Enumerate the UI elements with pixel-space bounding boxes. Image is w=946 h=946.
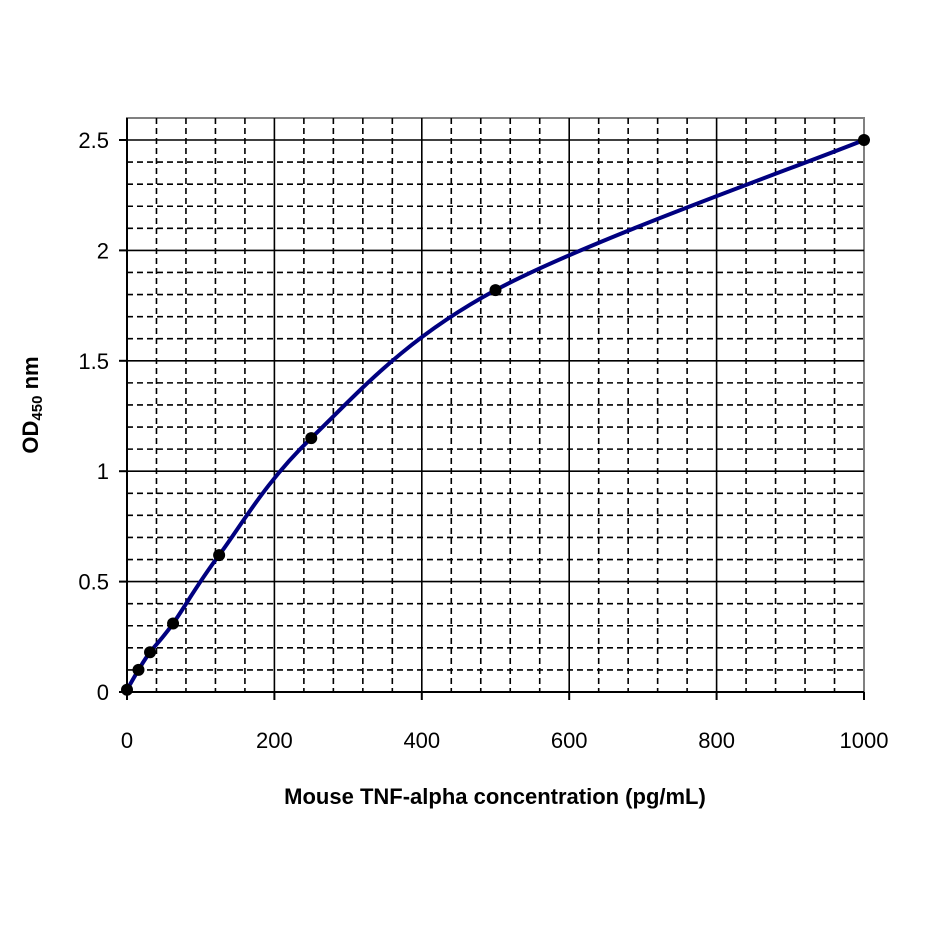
y-axis-title-suffix: nm	[18, 356, 43, 395]
axis-ticks	[119, 139, 865, 700]
series-line	[125, 138, 865, 691]
y-axis-title-main: OD	[18, 421, 43, 454]
data-point-marker	[858, 134, 870, 146]
major-gridlines	[127, 118, 864, 692]
x-tick-label: 600	[551, 728, 588, 753]
y-tick-label: 1.5	[78, 349, 109, 374]
y-tick-label: 2	[97, 238, 109, 263]
y-tick-label: 0.5	[78, 570, 109, 595]
data-point-marker	[144, 646, 157, 659]
data-series	[121, 134, 870, 696]
x-tick-label: 200	[256, 728, 293, 753]
y-axis-title-subscript: 450	[29, 396, 46, 421]
data-point-marker	[305, 432, 318, 445]
data-point-marker	[167, 617, 180, 630]
x-tick-label: 800	[698, 728, 735, 753]
y-tick-label: 1	[97, 459, 109, 484]
minor-gridlines	[127, 118, 864, 692]
tick-labels: 0 200 400 600 800 1000 0 0.5 1 1.5 2 2.5	[78, 128, 888, 753]
y-tick-label: 2.5	[78, 128, 109, 153]
data-point-marker	[213, 549, 226, 562]
y-tick-label: 0	[97, 680, 109, 705]
x-tick-label: 0	[121, 728, 133, 753]
data-point-marker	[132, 663, 145, 676]
data-point-marker	[121, 683, 133, 696]
data-point-marker	[489, 284, 502, 297]
axes	[126, 118, 864, 693]
y-axis-title: OD450 nm	[18, 356, 46, 453]
x-tick-label: 1000	[840, 728, 889, 753]
x-tick-label: 400	[403, 728, 440, 753]
x-axis-title: Mouse TNF-alpha concentration (pg/mL)	[284, 784, 706, 809]
